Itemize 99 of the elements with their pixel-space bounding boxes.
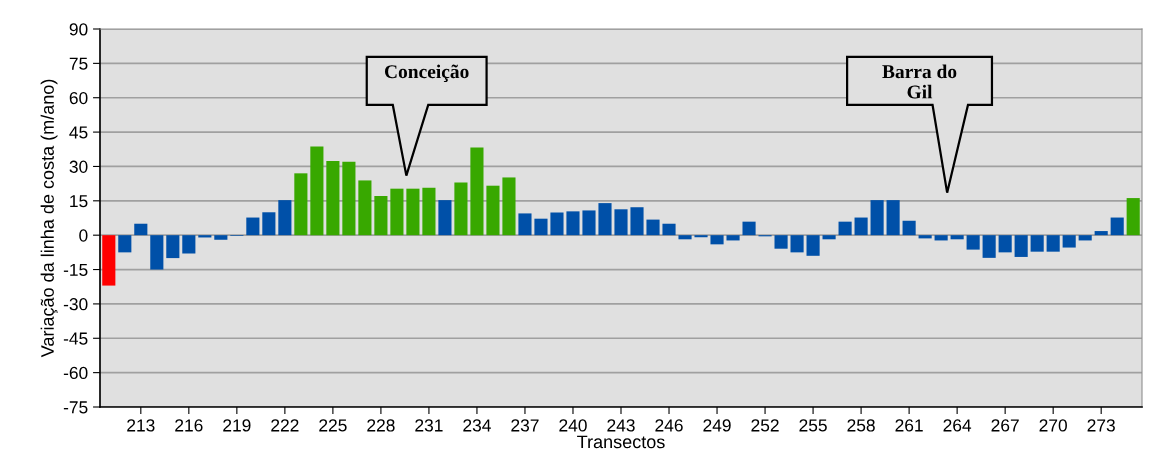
- y-tick-label: 45: [69, 126, 88, 139]
- y-tick-label: 60: [69, 91, 88, 105]
- bar: [486, 185, 500, 236]
- y-axis-title: Variação da linha de costa (m/ano): [40, 79, 58, 358]
- bar: [438, 200, 452, 236]
- y-tick-label: 0: [79, 229, 88, 242]
- bar: [342, 161, 356, 236]
- bar: [1062, 235, 1076, 248]
- bar: [118, 235, 132, 253]
- bar: [518, 213, 532, 236]
- bar: [134, 223, 148, 236]
- bar: [726, 235, 740, 241]
- x-tick-label: 240: [559, 419, 587, 432]
- bar: [710, 235, 724, 245]
- annotation: Conceição: [384, 64, 469, 83]
- y-tick-label: -30: [63, 298, 88, 311]
- bar: [1014, 235, 1028, 257]
- bar: [214, 235, 228, 240]
- bar: [822, 235, 836, 240]
- x-tick-label: 261: [895, 419, 923, 432]
- bar: [470, 147, 484, 236]
- x-tick-label: 234: [463, 419, 491, 432]
- x-tick-label: 270: [1039, 419, 1067, 432]
- bar: [1078, 235, 1092, 241]
- bar: [1110, 217, 1124, 236]
- bar: [1046, 235, 1060, 252]
- y-tick-label: -75: [63, 401, 88, 414]
- bar: [358, 180, 372, 236]
- bar: [598, 203, 612, 236]
- x-tick-label: 273: [1087, 419, 1115, 432]
- x-tick-label: 219: [223, 419, 251, 432]
- bar: [870, 200, 884, 236]
- bar: [1126, 198, 1140, 236]
- x-tick-label: 228: [367, 419, 395, 432]
- bar: [550, 212, 564, 236]
- bar: [390, 188, 404, 236]
- bar: [534, 218, 548, 236]
- bar: [566, 211, 580, 236]
- bar: [406, 188, 420, 236]
- bar: [646, 219, 660, 236]
- x-axis-title: Transectos: [577, 435, 665, 449]
- bar: [310, 146, 324, 236]
- bar: [790, 235, 804, 253]
- bar: [854, 217, 868, 236]
- bar: [326, 160, 340, 236]
- x-tick-label: 243: [607, 419, 635, 432]
- bar: [950, 235, 964, 240]
- bar: [998, 235, 1012, 253]
- x-tick-label: 249: [703, 419, 731, 432]
- x-tick-label: 222: [271, 419, 299, 432]
- x-tick-label: 213: [127, 419, 155, 432]
- x-tick-label: 258: [847, 419, 875, 432]
- bar: [838, 221, 852, 236]
- bar: [1094, 231, 1108, 236]
- bar: [902, 220, 916, 236]
- bar: [454, 182, 468, 236]
- bar: [662, 223, 676, 236]
- x-tick-label: 252: [751, 419, 779, 432]
- x-tick-label: 264: [943, 419, 972, 432]
- y-tick-label: 30: [69, 160, 88, 173]
- x-tick-label: 255: [799, 419, 827, 432]
- y-tick-label: 90: [69, 23, 88, 36]
- y-tick-label: -45: [63, 332, 88, 345]
- bar: [422, 187, 436, 236]
- bar: [278, 200, 292, 236]
- x-tick-label: 246: [655, 419, 683, 432]
- bar: [166, 235, 180, 259]
- bar: [742, 221, 756, 236]
- y-tick-label: -60: [63, 366, 88, 380]
- y-tick-label: 75: [69, 57, 88, 70]
- bar: [502, 177, 516, 236]
- bar: [694, 235, 708, 238]
- bar: [150, 235, 164, 270]
- bar: [934, 235, 948, 241]
- x-tick-label: 216: [175, 419, 203, 432]
- bar: [966, 235, 980, 250]
- bar: [294, 173, 308, 236]
- bar: [630, 207, 644, 236]
- bar: [582, 210, 596, 236]
- bar: [886, 200, 900, 236]
- x-tick-label: 231: [415, 419, 443, 432]
- x-tick-label: 237: [511, 419, 539, 432]
- x-tick-label: 267: [991, 419, 1019, 432]
- bar: [806, 235, 820, 256]
- annotation: Barra do Gil: [882, 64, 957, 99]
- bar: [918, 235, 932, 239]
- bar: [614, 209, 628, 236]
- bar: [262, 212, 276, 236]
- bar: [678, 235, 692, 240]
- y-tick-label: 15: [70, 195, 88, 208]
- bar: [182, 235, 196, 254]
- bar: [246, 217, 260, 236]
- y-tick-label: -15: [63, 263, 88, 277]
- bar: [1030, 235, 1044, 252]
- bar: [774, 235, 788, 249]
- bar: [982, 235, 996, 258]
- bar: [102, 235, 116, 286]
- bar: [374, 196, 388, 236]
- x-tick-label: 225: [319, 419, 347, 432]
